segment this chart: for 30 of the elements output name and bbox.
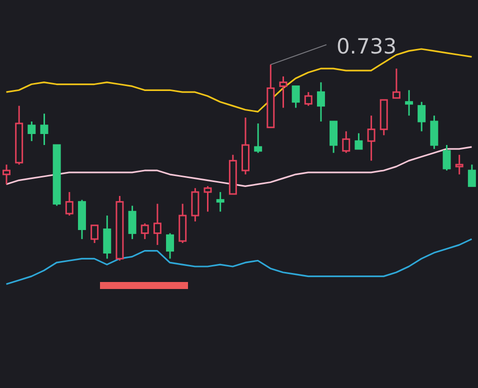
candlestick — [468, 164, 476, 187]
candlestick — [442, 144, 451, 172]
text: 0.733 — [336, 34, 397, 59]
candlestick — [304, 91, 312, 107]
candlestick — [292, 85, 300, 109]
candlestick — [392, 68, 400, 99]
candlestick — [316, 82, 325, 122]
candlestick — [128, 205, 136, 240]
candlestick — [65, 191, 74, 216]
candlestick — [279, 76, 288, 109]
candlestick — [153, 203, 162, 246]
candlestick — [430, 114, 438, 150]
candlestick — [367, 114, 376, 162]
candlestick — [418, 101, 426, 132]
candlestick — [330, 120, 338, 154]
candlestick — [254, 122, 262, 154]
candlestick — [2, 164, 10, 185]
candlestick — [455, 154, 464, 176]
candlestick — [40, 112, 48, 146]
candlestick — [166, 232, 174, 260]
candlestick — [354, 132, 363, 150]
candlestick — [28, 120, 36, 142]
candlestick — [191, 187, 200, 222]
candlestick — [103, 214, 112, 260]
candlestick — [405, 89, 414, 116]
candlestick — [204, 185, 212, 212]
candlestick — [140, 222, 149, 240]
candlestick — [342, 130, 350, 154]
candlestick — [90, 224, 99, 244]
candlestick — [216, 191, 224, 212]
